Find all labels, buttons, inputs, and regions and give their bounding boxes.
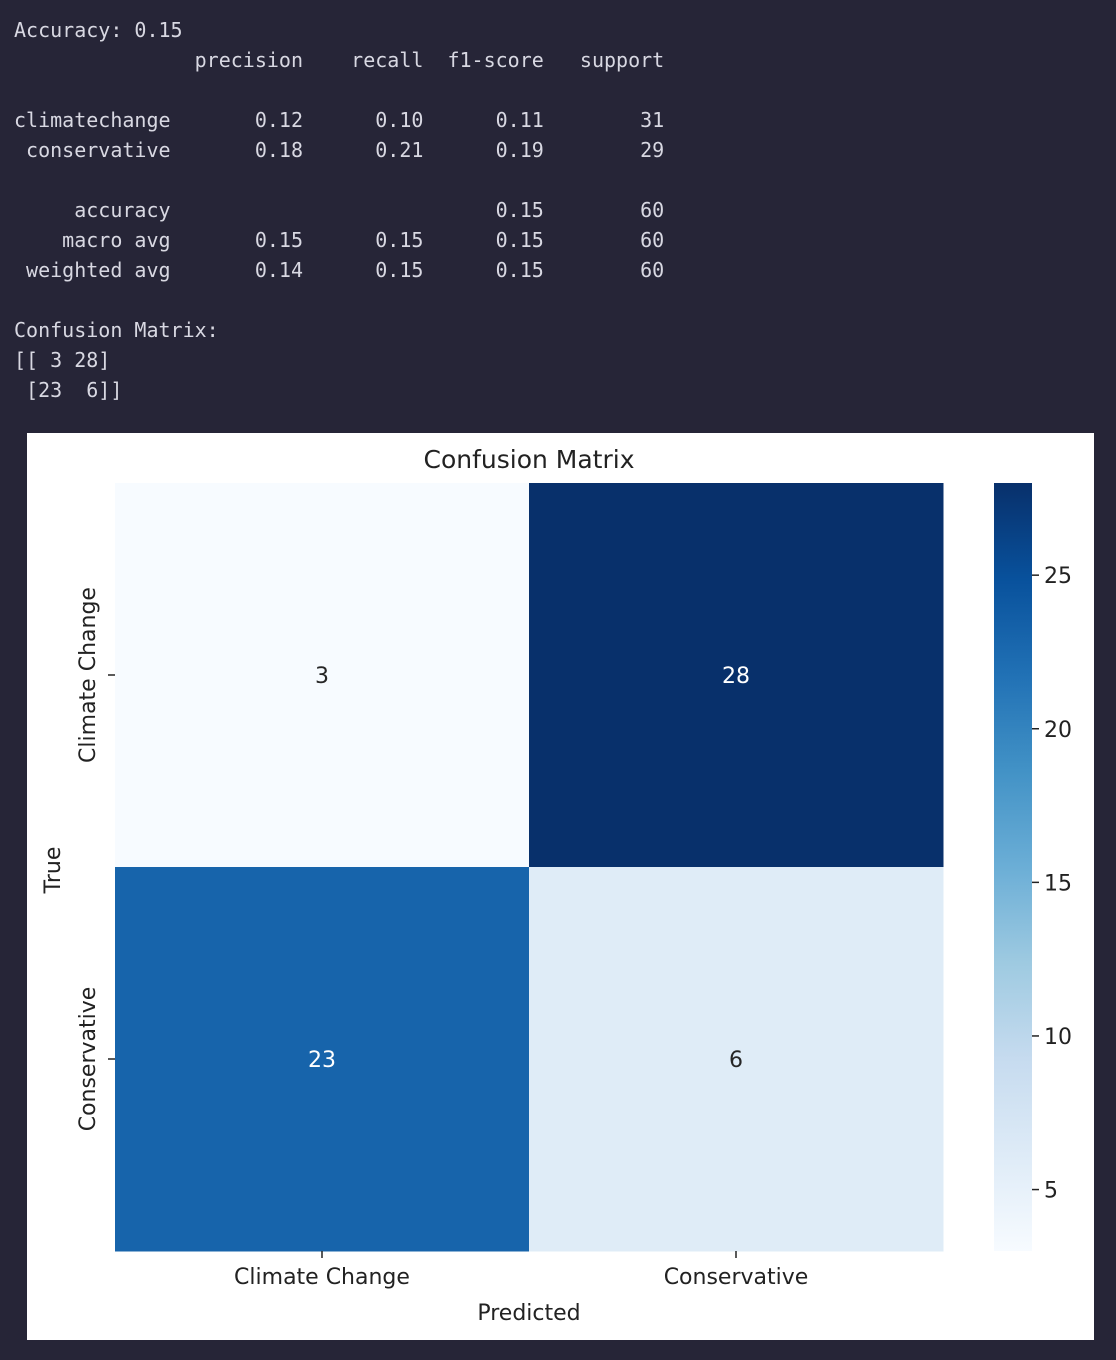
y-tick-label: Conservative <box>76 987 101 1132</box>
console-line: Confusion Matrix: <box>14 318 219 342</box>
console-line: [23 6]] <box>14 378 123 402</box>
cell-value-label: 6 <box>729 1048 743 1073</box>
chart-title: Confusion Matrix <box>423 445 634 474</box>
colorbar-tick-label: 5 <box>1044 1179 1058 1204</box>
console-line: [[ 3 28] <box>14 348 111 372</box>
colorbar-tick-label: 15 <box>1044 871 1072 896</box>
console-line: macro avg 0.15 0.15 0.15 60 <box>14 228 665 252</box>
x-tick-label: Climate Change <box>234 1265 410 1290</box>
y-axis-label: True <box>41 847 66 895</box>
heatmap-cell <box>529 483 944 868</box>
console-line <box>14 165 664 195</box>
y-tick-label: Climate Change <box>76 587 101 763</box>
console-output: Accuracy: 0.15 precision recall f1-score… <box>14 15 664 405</box>
console-line <box>14 285 664 315</box>
colorbar-tick-label: 10 <box>1044 1025 1072 1050</box>
heatmap-cell <box>115 483 530 868</box>
console-line <box>14 75 664 105</box>
console-line: accuracy 0.15 60 <box>14 198 665 222</box>
x-axis-label: Predicted <box>477 1301 580 1326</box>
confusion-matrix-chart: 3 28 23 6 Confusion Matrix Predicted True C… <box>41 445 1072 1326</box>
heatmap-cell <box>115 867 530 1252</box>
console-line: precision recall f1-score support <box>14 48 665 72</box>
cell-value-label: 3 <box>315 664 329 689</box>
console-line: weighted avg 0.14 0.15 0.15 60 <box>14 258 665 282</box>
cell-value-label: 28 <box>722 664 750 689</box>
x-tick-label: Conservative <box>664 1265 809 1290</box>
cell-value-label: 23 <box>308 1048 336 1073</box>
colorbar <box>994 483 1032 1251</box>
confusion-matrix-figure: 3 28 23 6 Confusion Matrix Predicted True C… <box>27 433 1094 1340</box>
console-line: conservative 0.18 0.21 0.19 29 <box>14 138 665 162</box>
colorbar-tick-label: 20 <box>1044 718 1072 743</box>
console-line: climatechange 0.12 0.10 0.11 31 <box>14 108 665 132</box>
console-line: Accuracy: 0.15 <box>14 18 183 42</box>
heatmap-cell <box>529 867 944 1252</box>
colorbar-tick-label: 25 <box>1044 564 1072 589</box>
